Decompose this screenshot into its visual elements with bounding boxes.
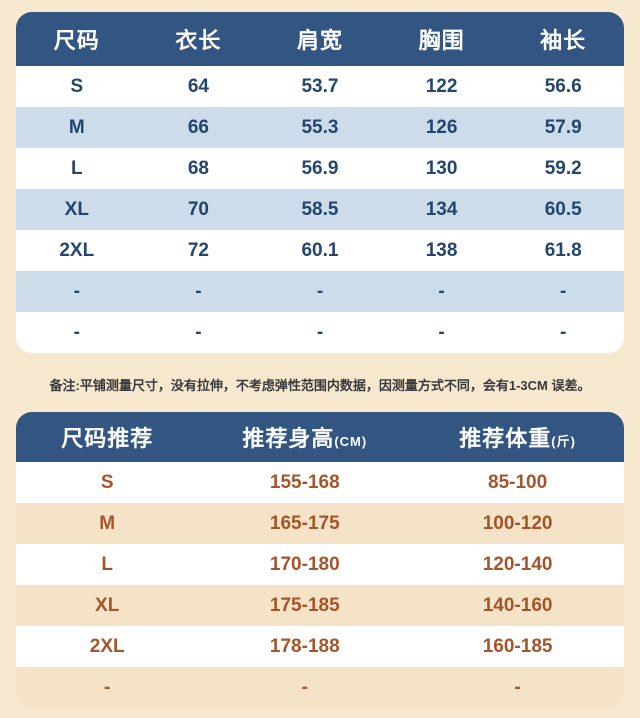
table-cell: -	[137, 312, 260, 353]
size-table-header-sleeve: 袖长	[502, 12, 624, 66]
recommend-row-xl: XL 175-185 140-160	[16, 585, 624, 626]
recommend-header-height-unit: (CM)	[334, 434, 368, 449]
table-cell: XL	[16, 585, 199, 626]
table-cell: -	[259, 312, 381, 353]
table-cell: 122	[380, 66, 503, 107]
table-cell: -	[502, 271, 624, 312]
table-cell: -	[16, 271, 138, 312]
table-cell: 70	[137, 189, 260, 230]
size-table-header-shoulder: 肩宽	[259, 12, 381, 66]
table-cell: -	[411, 667, 624, 708]
table-cell: -	[16, 312, 138, 353]
recommend-header-height-label: 推荐身高	[242, 426, 335, 451]
size-table-header-row: 尺码 衣长 肩宽 胸围 袖长	[16, 12, 624, 66]
recommend-header-weight: 推荐体重(斤)	[411, 412, 624, 462]
table-cell: 140-160	[411, 585, 624, 626]
size-table: 尺码 衣长 肩宽 胸围 袖长 S 64 53.7 122 56.6 M 66	[16, 12, 624, 353]
table-cell: 56.9	[259, 148, 381, 189]
size-table-row-empty-2: - - - - -	[16, 312, 624, 353]
size-table-header-size: 尺码	[16, 12, 138, 66]
table-cell: 170-180	[198, 544, 412, 585]
table-cell: 61.8	[502, 230, 624, 271]
table-cell: S	[16, 462, 199, 503]
recommend-row-empty: - - -	[16, 667, 624, 708]
table-cell: 175-185	[198, 585, 412, 626]
size-table-row-m: M 66 55.3 126 57.9	[16, 107, 624, 148]
table-cell: 58.5	[259, 189, 381, 230]
size-table-header-chest: 胸围	[380, 12, 503, 66]
table-cell: M	[16, 107, 138, 148]
table-cell: 55.3	[259, 107, 381, 148]
table-cell: 138	[380, 230, 503, 271]
size-table-row-empty-1: - - - - -	[16, 271, 624, 312]
table-cell: -	[502, 312, 624, 353]
table-cell: 68	[137, 148, 260, 189]
recommend-row-l: L 170-180 120-140	[16, 544, 624, 585]
table-cell: 72	[137, 230, 260, 271]
table-cell: 126	[380, 107, 503, 148]
table-cell: 165-175	[198, 503, 412, 544]
size-chart-page: 尺码 衣长 肩宽 胸围 袖长 S 64 53.7 122 56.6 M 66	[0, 12, 640, 708]
table-cell: -	[16, 667, 199, 708]
table-cell: M	[16, 503, 199, 544]
table-cell: 56.6	[502, 66, 624, 107]
recommend-header-height: 推荐身高(CM)	[198, 412, 412, 462]
recommend-header-weight-unit: (斤)	[551, 434, 576, 449]
recommend-row-m: M 165-175 100-120	[16, 503, 624, 544]
recommend-row-s: S 155-168 85-100	[16, 462, 624, 503]
table-cell: 60.1	[259, 230, 381, 271]
table-cell: 53.7	[259, 66, 381, 107]
table-cell: -	[259, 271, 381, 312]
table-cell: 59.2	[502, 148, 624, 189]
table-cell: -	[380, 312, 503, 353]
recommend-table-card: 尺码推荐 推荐身高(CM) 推荐体重(斤) S 155-168 85-100	[16, 412, 624, 708]
table-cell: 2XL	[16, 626, 199, 667]
table-cell: 64	[137, 66, 260, 107]
size-table-row-s: S 64 53.7 122 56.6	[16, 66, 624, 107]
table-cell: 66	[137, 107, 260, 148]
table-cell: 130	[380, 148, 503, 189]
table-cell: 100-120	[411, 503, 624, 544]
table-cell: -	[198, 667, 412, 708]
table-cell: L	[16, 148, 138, 189]
table-cell: 120-140	[411, 544, 624, 585]
table-cell: 85-100	[411, 462, 624, 503]
size-table-row-l: L 68 56.9 130 59.2	[16, 148, 624, 189]
table-cell: 60.5	[502, 189, 624, 230]
recommend-header-weight-label: 推荐体重	[459, 426, 552, 451]
size-table-card: 尺码 衣长 肩宽 胸围 袖长 S 64 53.7 122 56.6 M 66	[16, 12, 624, 353]
table-cell: S	[16, 66, 138, 107]
recommend-table: 尺码推荐 推荐身高(CM) 推荐体重(斤) S 155-168 85-100	[16, 412, 624, 708]
table-cell: 2XL	[16, 230, 138, 271]
table-cell: 155-168	[198, 462, 412, 503]
table-cell: 178-188	[198, 626, 412, 667]
recommend-row-2xl: 2XL 178-188 160-185	[16, 626, 624, 667]
table-cell: XL	[16, 189, 138, 230]
size-table-header-length: 衣长	[137, 12, 260, 66]
table-cell: 160-185	[411, 626, 624, 667]
recommend-header-size-label: 尺码推荐	[61, 426, 154, 451]
size-table-row-xl: XL 70 58.5 134 60.5	[16, 189, 624, 230]
table-cell: L	[16, 544, 199, 585]
recommend-header-size: 尺码推荐	[16, 412, 199, 462]
table-cell: 57.9	[502, 107, 624, 148]
table-cell: -	[380, 271, 503, 312]
size-table-row-2xl: 2XL 72 60.1 138 61.8	[16, 230, 624, 271]
recommend-table-header-row: 尺码推荐 推荐身高(CM) 推荐体重(斤)	[16, 412, 624, 462]
table-cell: 134	[380, 189, 503, 230]
measurement-note: 备注:平铺测量尺寸，没有拉伸，不考虑弹性范围内数据，因测量方式不同，会有1-3C…	[49, 378, 591, 393]
table-cell: -	[137, 271, 260, 312]
